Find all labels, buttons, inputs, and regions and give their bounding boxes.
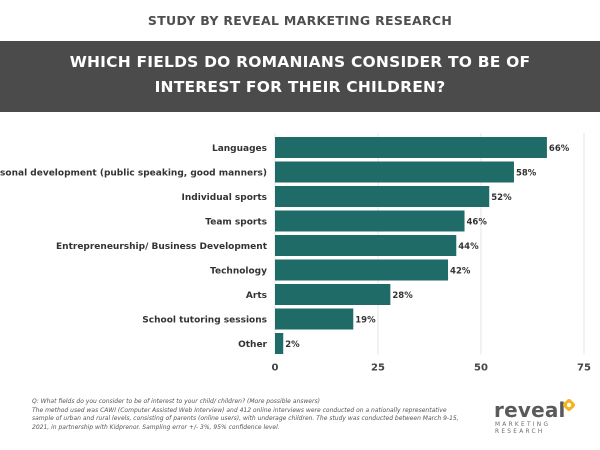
logo-subtitle: MARKETING RESEARCH [495,422,550,436]
category-label: Arts [246,291,267,301]
bar [275,308,354,330]
data-label: 42% [450,267,471,277]
logo-mark-icon [562,398,576,412]
category-label: Personal development (public speaking, g… [0,169,267,179]
bar [275,333,284,354]
bar [275,284,391,305]
x-tick-label: 0 [272,363,279,374]
data-label: 44% [458,242,479,252]
footnote-line-1: Q: What fields do you consider to be of … [32,398,320,405]
data-label: 28% [392,291,413,301]
category-label: Languages [212,144,267,154]
bar [275,186,490,207]
logo-sub-line-1: MARKETING [495,422,551,428]
category-label: Individual sports [182,193,267,203]
data-label: 19% [355,316,376,326]
bar [275,137,547,158]
question-title-line-1: WHICH FIELDS DO ROMANIANS CONSIDER TO BE… [69,53,531,71]
bar [275,235,457,256]
bar [275,161,514,183]
study-label: STUDY BY REVEAL MARKETING RESEARCH [147,13,453,28]
bar [275,210,465,232]
logo-sub-line-2: RESEARCH [495,429,545,435]
data-label: 52% [491,193,512,203]
footnote-line-2: The method used was CAWI (Computer Assis… [32,406,447,414]
reveal-logo: reveal MARKETING RESEARCH [494,398,586,438]
category-label: Entrepreneurship/ Business Development [56,242,268,252]
question-title: WHICH FIELDS DO ROMANIANS CONSIDER TO BE… [40,50,560,100]
footnote-line-3: sample of urban and rural levels, consis… [32,415,459,423]
bar-chart: 0 25 50 75 Languages 66% Personal development … [0,133,591,374]
x-tick-label: 25 [371,363,385,374]
footnote-line-4: 2021, in partnership with Kidprenor. Sam… [32,423,280,431]
bar [275,259,449,281]
data-label: 46% [467,218,488,228]
category-label: School tutoring sessions [142,316,267,326]
question-banner: WHICH FIELDS DO ROMANIANS CONSIDER TO BE… [0,41,600,112]
question-title-line-2: INTEREST FOR THEIR CHILDREN? [154,78,446,96]
data-label: 66% [549,144,570,154]
x-tick-label: 75 [577,363,591,374]
category-label: Technology [210,267,267,277]
x-tick-label: 50 [474,363,488,374]
data-label: 2% [285,340,300,350]
logo-wordmark: reveal [494,398,566,422]
methodology-footnote: Q: What fields do you consider to be of … [32,398,472,432]
category-label: Other [238,340,267,350]
data-label: 58% [516,169,537,179]
category-label: Team sports [205,218,267,228]
